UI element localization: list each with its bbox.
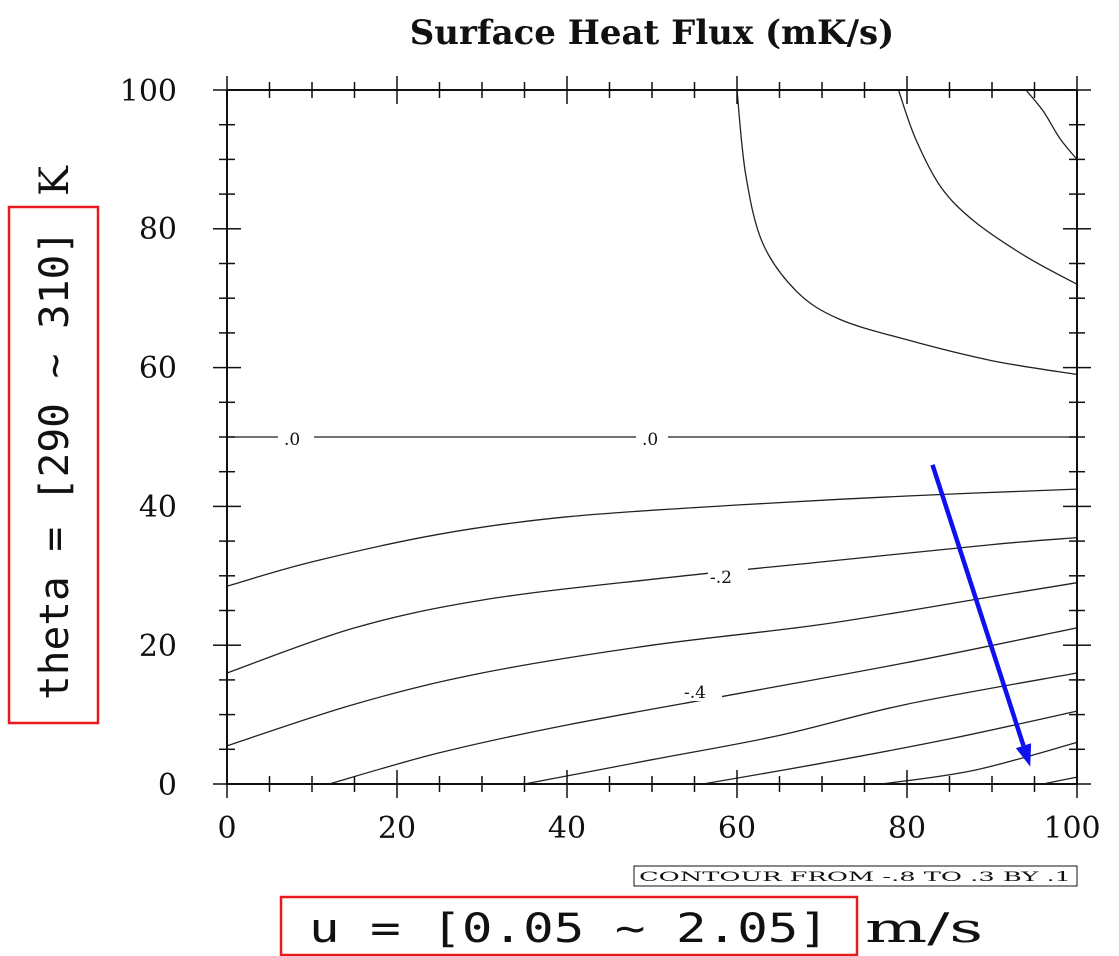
x-tick-label: 0 <box>217 811 236 846</box>
arrow-shaft <box>930 464 1026 747</box>
y-tick-label: 80 <box>139 212 177 247</box>
x-axis-label: u = [0.05 ~ 2.05] <box>309 906 829 952</box>
contour-line <box>524 672 1078 785</box>
x-axis-unit: m/s <box>865 906 983 952</box>
y-tick-label: 60 <box>139 351 177 386</box>
y-tick-label: 40 <box>139 490 177 525</box>
contour-label-minus-0-2: -.2 <box>710 568 732 588</box>
contour-line <box>226 488 1078 587</box>
contour-line <box>226 582 1078 747</box>
chart-title: Surface Heat Flux (mK/s) <box>410 13 894 53</box>
y-tick-label: 20 <box>139 629 177 664</box>
y-axis-label: theta = [290 ~ 310] <box>32 230 78 700</box>
contour-info-box <box>633 865 1078 887</box>
x-tick-label: 40 <box>548 811 586 846</box>
y-label-highlight-box <box>7 205 100 725</box>
contour-label-zero-right: .0 <box>642 430 658 450</box>
x-tick-label: 60 <box>718 811 756 846</box>
contour-line <box>897 89 1078 285</box>
contour-label-zero-left: .0 <box>284 430 300 450</box>
contour-line <box>1042 776 1078 785</box>
y-axis-unit: K <box>32 165 78 196</box>
y-tick-label: 100 <box>120 74 177 109</box>
x-tick-label: 80 <box>888 811 926 846</box>
y-tick-label: 0 <box>158 768 177 803</box>
x-label-highlight-box <box>279 895 859 956</box>
contour-label-minus-0-4: -.4 <box>684 683 706 703</box>
contour-line <box>702 710 1078 785</box>
axis-ticks <box>213 76 1091 798</box>
blue-arrow-icon <box>930 464 1032 767</box>
contour-info-text: CONTOUR FROM -.8 TO .3 BY .1 <box>639 870 1071 885</box>
x-tick-label: 20 <box>378 811 416 846</box>
contour-line <box>1025 89 1078 160</box>
arrow-head <box>1015 743 1032 767</box>
contour-line <box>736 89 1078 376</box>
contour-labels: .0 .0 -.2 -.4 <box>278 428 748 703</box>
contour-line <box>881 741 1078 785</box>
x-tick-label: 100 <box>1043 811 1100 846</box>
x-tick-labels: 0 20 40 60 80 100 <box>217 811 1100 846</box>
y-tick-labels: 0 20 40 60 80 100 <box>120 74 177 803</box>
contour-line <box>328 627 1078 785</box>
contour-line <box>226 536 1078 674</box>
